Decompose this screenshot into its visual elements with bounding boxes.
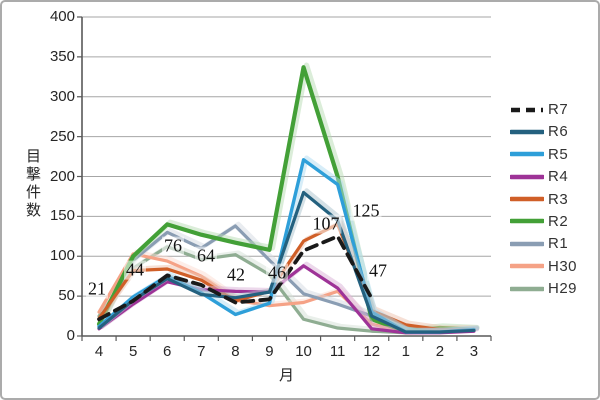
- legend-item-H30: H30: [510, 257, 578, 275]
- y-tick-label: 50: [58, 287, 75, 305]
- series-line-R7: [97, 234, 374, 322]
- x-tick-label: 3: [469, 343, 479, 360]
- legend-swatch-icon: [510, 286, 544, 291]
- x-tick-label: 9: [265, 343, 274, 360]
- legend-item-H29: H29: [510, 280, 578, 298]
- series-line-R6: [97, 190, 476, 334]
- y-tick-label: 0: [66, 327, 75, 344]
- legend-swatch-icon: [510, 152, 544, 157]
- legend-swatch-icon: [510, 219, 544, 224]
- y-tick-label: 350: [49, 47, 75, 65]
- legend-item-R4: R4: [510, 168, 577, 186]
- data-label: 76: [162, 235, 184, 256]
- legend-swatch-icon: [510, 196, 544, 202]
- legend-label: R4: [548, 168, 569, 186]
- data-label: 107: [310, 213, 342, 234]
- data-label: 47: [367, 260, 389, 281]
- legend-label: R7: [548, 101, 569, 118]
- legend-swatch-icon: [510, 241, 544, 247]
- legend-label: R6: [548, 123, 569, 141]
- x-tick-label: 4: [94, 343, 104, 360]
- legend-item-R3: R3: [510, 190, 577, 208]
- x-tick-label: 7: [197, 343, 206, 360]
- x-tick-label: 6: [163, 343, 172, 360]
- y-tick-label: 300: [49, 87, 75, 105]
- x-tick-label: 2: [435, 343, 445, 360]
- y-tick-label: 400: [49, 8, 75, 25]
- legend-swatch-icon: [510, 129, 544, 135]
- legend-label: H29: [548, 280, 578, 298]
- y-tick-label: 200: [49, 167, 75, 185]
- y-tick-label: 250: [49, 127, 75, 145]
- legend-item-R1: R1: [510, 235, 577, 253]
- data-label: 125: [350, 200, 382, 221]
- x-tick-label: 5: [128, 343, 138, 360]
- x-axis-title: 月: [278, 367, 294, 384]
- legend-label: R5: [548, 145, 569, 163]
- legend: R7 R6 R5 R4 R3 R2 R1 H30 H29: [510, 101, 578, 298]
- data-label: 64: [195, 245, 217, 266]
- legend-label: H30: [548, 257, 578, 275]
- legend-label: R1: [548, 235, 569, 253]
- x-tick-label: 1: [401, 343, 410, 360]
- data-label: 44: [124, 259, 146, 280]
- legend-item-R2: R2: [510, 212, 577, 230]
- data-label: 46: [266, 262, 288, 283]
- legend-label: R2: [548, 212, 569, 230]
- data-label: 21: [86, 278, 108, 299]
- legend-item-R7: R7: [510, 101, 577, 118]
- legend-swatch-icon: [510, 263, 544, 269]
- legend-item-R5: R5: [510, 145, 577, 163]
- y-tick-label: 100: [49, 247, 75, 265]
- x-tick-label: 12: [363, 343, 381, 360]
- x-tick-label: 11: [329, 343, 346, 360]
- legend-label: R3: [548, 190, 569, 208]
- legend-swatch-icon: [511, 107, 543, 112]
- y-axis-title: 目撃件数: [24, 148, 41, 220]
- x-tick-label: 10: [295, 343, 312, 360]
- data-label: 42: [225, 264, 247, 285]
- legend-item-R6: R6: [510, 123, 577, 141]
- y-tick-label: 150: [49, 207, 75, 225]
- x-tick-label: 8: [231, 343, 240, 360]
- legend-swatch-icon: [510, 174, 544, 179]
